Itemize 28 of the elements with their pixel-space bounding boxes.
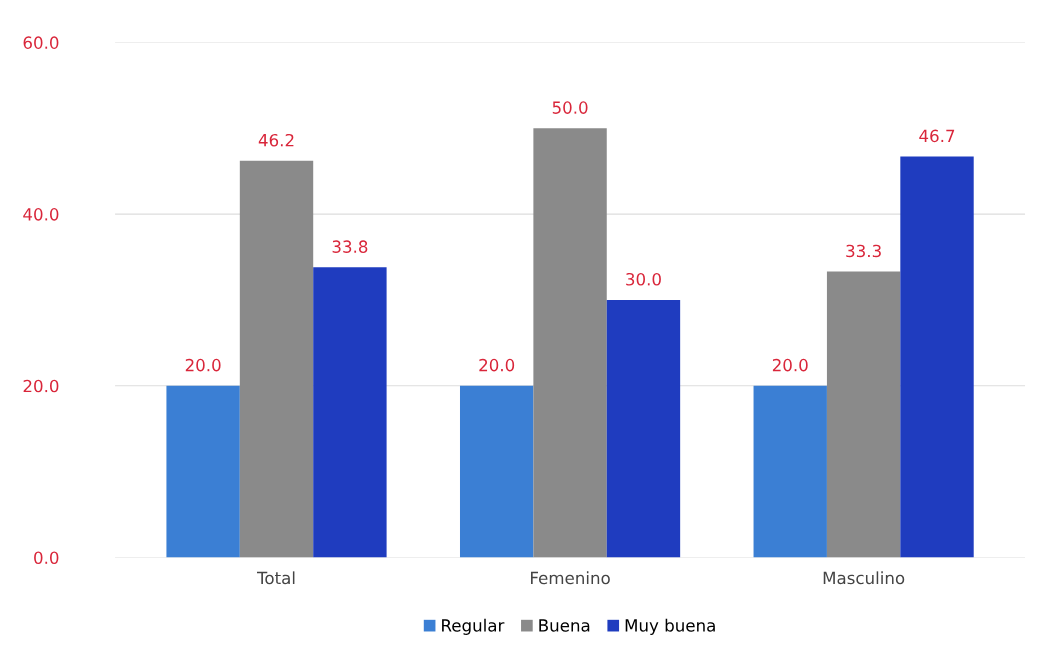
bar [900, 156, 974, 558]
bar [533, 128, 607, 558]
data-label: 20.0 [772, 358, 808, 372]
bar [239, 160, 314, 558]
x-tick-label: Total [257, 571, 295, 585]
bar [459, 385, 534, 558]
data-label: 33.3 [846, 244, 881, 258]
bar [313, 267, 387, 558]
y-tick-label: 40.0 [23, 208, 59, 221]
y-tick-label: 20.0 [23, 379, 59, 393]
x-tick-label: Femenino [531, 571, 610, 585]
data-label: 46.7 [919, 129, 955, 143]
y-tick-label: 0.0 [34, 551, 59, 565]
x-tick-label: Masculino [823, 571, 905, 585]
bar [826, 271, 901, 558]
data-label: 20.0 [479, 358, 515, 372]
legend-label: Muy buena [625, 618, 715, 635]
data-label: 33.8 [332, 240, 368, 253]
data-label: 30.0 [626, 272, 661, 286]
y-tick-label: 60.0 [23, 36, 59, 49]
bar [606, 299, 681, 558]
bar [166, 385, 240, 558]
legend-label: Regular [442, 618, 505, 635]
bar [753, 385, 827, 558]
legend-label: Buena [539, 619, 590, 632]
data-label: 20.0 [185, 358, 221, 372]
data-label: 50.0 [552, 101, 588, 114]
data-label: 46.2 [258, 133, 294, 147]
